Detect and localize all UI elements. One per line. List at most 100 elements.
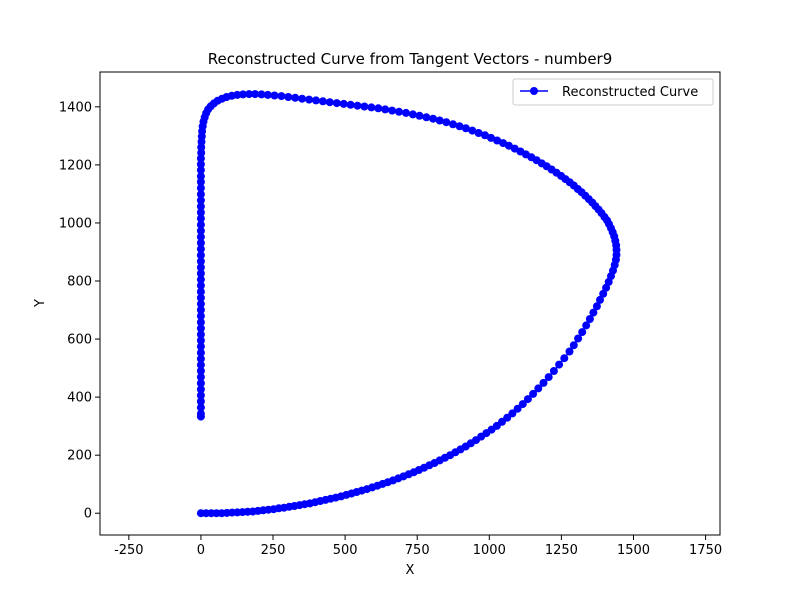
data-point [196,232,205,241]
data-point [196,281,205,290]
data-point [429,114,438,123]
data-point [374,104,383,113]
data-point [196,190,205,199]
data-point [196,269,205,278]
data-point [513,404,522,413]
data-point [196,202,205,211]
data-point [346,100,355,109]
data-point [196,348,205,357]
data-point [196,178,205,186]
data-point [196,330,205,339]
data-point [196,324,205,333]
data-point [196,318,205,327]
y-tick-label: 1200 [59,158,92,173]
data-point [245,90,254,99]
data-point [196,293,205,302]
data-point [461,124,470,133]
data-point [196,154,205,163]
data-point [455,122,464,131]
data-point [487,133,495,142]
data-point [196,412,205,421]
legend-box [512,78,714,106]
data-point [196,391,205,400]
data-point [449,120,457,129]
data-point [196,220,205,229]
data-point [196,360,205,369]
data-point [499,139,508,148]
data-point [196,275,205,284]
data-point [196,208,205,217]
plot-area [196,90,621,518]
data-point [196,239,205,247]
data-point [578,328,587,337]
y-tick-label: 600 [67,333,92,348]
data-point [493,136,502,145]
x-tick-label: 1000 [473,543,506,558]
x-tick-label: 750 [405,543,430,558]
data-point [277,92,286,101]
data-point [196,196,205,205]
data-point [196,306,205,314]
data-point [196,214,205,223]
data-point [196,160,205,169]
data-point [539,378,548,387]
data-point [360,102,369,111]
data-point [251,90,260,99]
data-point [263,90,272,99]
data-point [474,129,483,137]
legend-marker-swatch [530,87,538,95]
data-point [197,148,206,157]
data-point [353,101,362,110]
data-point [196,251,205,260]
data-point [318,97,327,106]
data-point [332,99,341,108]
data-point [196,166,205,175]
data-point [196,257,205,266]
data-point [544,373,553,382]
x-tick-label: 250 [261,543,286,558]
data-point [196,385,205,394]
x-tick-label: 500 [333,543,358,558]
y-tick-label: 800 [67,275,92,290]
data-point [196,367,205,375]
data-point [196,184,205,193]
x-axis-ticks: -250 0 250 500 750 1000 1250 1500 1750 [114,535,722,558]
data-point [339,99,348,108]
data-point [529,389,538,398]
data-point [196,287,205,296]
data-point [596,295,604,304]
data-point [388,106,397,115]
data-point [196,299,205,308]
x-axis-label: X [406,563,415,578]
data-point [599,289,608,298]
data-point [569,341,578,350]
data-point [284,93,293,101]
data-point [534,384,543,393]
data-point [589,308,598,317]
y-tick-label: 1000 [59,216,92,231]
data-point [196,354,205,363]
data-point [291,93,300,102]
data-point [298,94,307,103]
data-point [402,108,410,117]
y-axis-label: Y [33,299,48,308]
data-point [481,131,489,140]
data-point [442,118,451,127]
data-point [305,95,314,104]
axes-frame [99,71,721,536]
y-tick-label: 0 [84,507,92,522]
y-tick-label: 1400 [59,100,92,115]
data-point [270,91,279,100]
x-tick-label: 0 [197,543,205,558]
data-point [196,226,205,235]
data-point [435,116,444,125]
data-point [197,143,206,152]
x-tick-label: -250 [114,543,144,558]
data-point [325,98,334,107]
data-point [257,90,266,99]
data-point [196,336,205,345]
data-point [574,334,583,343]
data-point [549,367,558,375]
data-point [560,354,569,363]
